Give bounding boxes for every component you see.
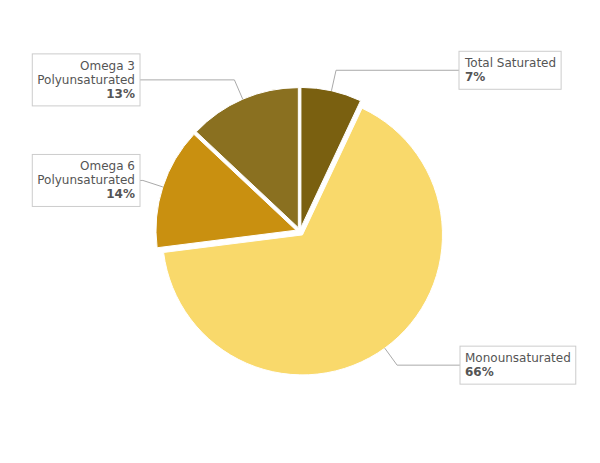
leader-line [331,70,459,90]
value-label: 13% [106,87,135,101]
category-label-line: Polyunsaturated [37,173,135,187]
chart: Total Saturated7% Monounsaturated66% Omega… [0,0,600,463]
category-label: Total Saturated [464,56,556,70]
category-label-line: Polyunsaturated [37,73,135,87]
labels: Total Saturated7% Monounsaturated66% Omega… [32,51,575,384]
label-box [32,54,140,106]
label-box [459,51,561,89]
value-label: 66% [465,365,494,379]
category-label-line: Monounsaturated [465,351,571,365]
label-box [460,346,576,384]
category-label: Monounsaturated [465,351,571,365]
value-label: 14% [106,187,135,201]
label: Monounsaturated66% [385,346,576,384]
slices [156,87,442,374]
label: Total Saturated7% [331,51,561,90]
category-label-line: Omega 3 [80,59,135,73]
category-label-line: Total Saturated [464,56,556,70]
slice [196,88,298,228]
label: Omega 3Polyunsaturated13% [32,54,242,106]
value-label: 7% [465,70,485,84]
leader-line [385,348,460,365]
category-label: Omega 6Polyunsaturated [37,159,135,187]
pie: Total Saturated7% Monounsaturated66% Omega… [32,51,575,384]
label: Omega 6Polyunsaturated14% [32,154,163,206]
category-label-line: Omega 6 [80,159,135,173]
leader-line [140,180,163,186]
category-label: Omega 3Polyunsaturated [37,59,135,87]
label-box [32,154,140,206]
leader-line [140,80,243,99]
